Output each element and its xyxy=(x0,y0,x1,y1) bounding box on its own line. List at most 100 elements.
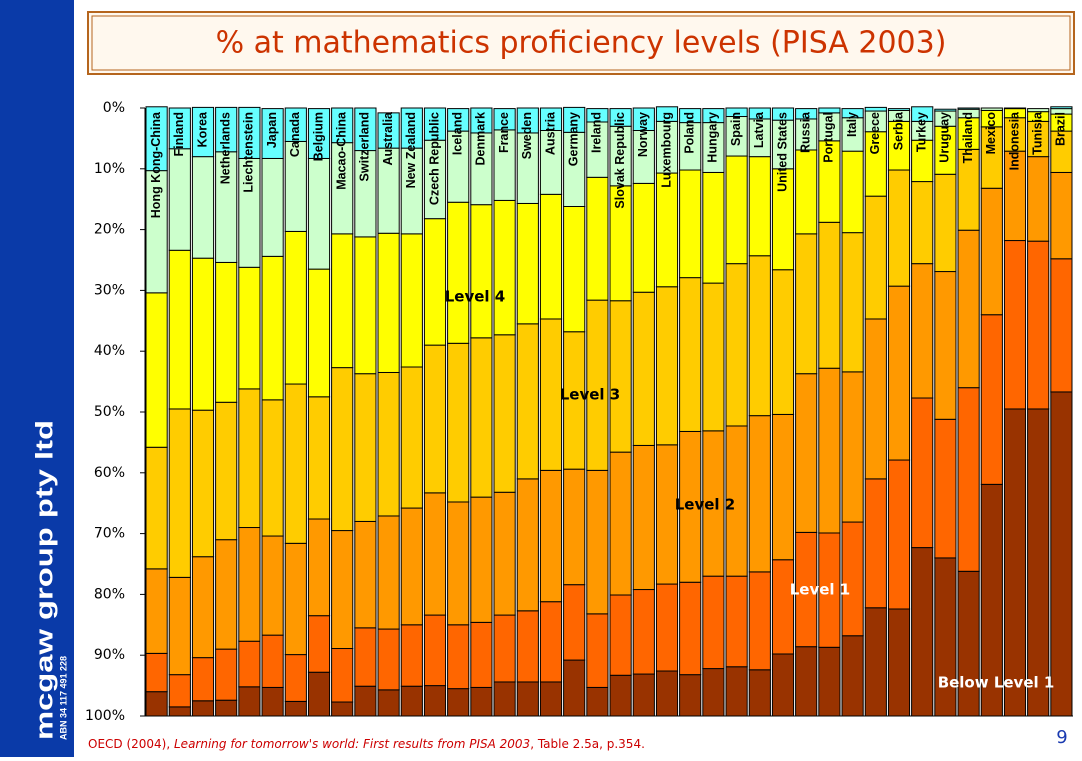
bar-segment xyxy=(377,689,400,717)
x-tick-label: Uruguay xyxy=(938,112,952,163)
bar-segment xyxy=(655,583,679,672)
bar-segment xyxy=(493,614,516,683)
bar-segment xyxy=(795,108,818,120)
bar-segment xyxy=(238,686,261,717)
bar-segment xyxy=(284,700,307,717)
bar-segment xyxy=(284,383,307,544)
bar-segment xyxy=(539,681,563,717)
bar-segment xyxy=(980,187,1003,316)
bar-segment xyxy=(470,686,493,717)
level-label: Level 3 xyxy=(560,386,620,404)
bar-segment xyxy=(934,108,957,112)
x-tick-label: Korea xyxy=(195,111,209,147)
bar-segment xyxy=(586,686,609,717)
bar-segment xyxy=(632,444,655,591)
bar-segment xyxy=(679,581,702,676)
x-tick-label: Greece xyxy=(868,112,882,154)
x-tick-label: Russia xyxy=(798,111,812,153)
bar-segment xyxy=(1003,240,1027,410)
x-tick-label: Slovak Republic xyxy=(613,112,627,209)
x-tick-label: Sweden xyxy=(520,112,534,159)
x-tick-label: Portugal xyxy=(822,112,836,163)
bar-segment xyxy=(168,107,191,150)
y-tick-label: 80% xyxy=(94,586,125,602)
bar-segment xyxy=(795,233,818,375)
bar-segment xyxy=(261,634,284,688)
bar-segment xyxy=(307,157,331,270)
bar-segment xyxy=(168,148,191,251)
bar-segment xyxy=(911,106,934,122)
bar-segment xyxy=(447,501,470,626)
bar-segment xyxy=(145,292,168,448)
bar-segment xyxy=(887,608,911,717)
bar-segment xyxy=(864,318,887,480)
bar-segment xyxy=(215,539,238,650)
bar-segment xyxy=(447,342,470,503)
bar-segment xyxy=(539,469,563,603)
side-band xyxy=(0,0,74,757)
bar-segment xyxy=(400,366,423,509)
bar-segment xyxy=(957,229,980,389)
chart-title: % at mathematics proficiency levels (PIS… xyxy=(216,26,947,61)
y-tick-label: 70% xyxy=(94,526,125,542)
bar-segment xyxy=(957,570,980,717)
bar-segment xyxy=(864,607,887,717)
bar-segment xyxy=(191,409,215,558)
x-tick-label: Poland xyxy=(682,112,696,154)
bar-segment xyxy=(423,492,447,616)
bar-segment xyxy=(307,396,331,520)
bar-segment xyxy=(725,107,748,118)
x-tick-label: Denmark xyxy=(474,112,488,166)
page-number: 9 xyxy=(1056,727,1067,748)
bar-segment xyxy=(632,291,655,446)
bar-segment xyxy=(331,233,354,369)
bar-segment xyxy=(215,401,238,541)
bar-segment xyxy=(516,202,539,325)
bar-segment xyxy=(215,261,238,403)
source-title: Learning for tomorrow's world: First res… xyxy=(174,737,530,751)
y-tick-label: 20% xyxy=(94,222,125,238)
bar-segment xyxy=(632,107,655,131)
bar-segment xyxy=(586,176,609,301)
x-tick-label: Macao-China xyxy=(334,111,348,190)
bar-segment xyxy=(1027,156,1050,242)
x-tick-label: Luxembourg xyxy=(659,112,673,188)
bar-segment xyxy=(191,257,215,411)
bar-segment xyxy=(284,107,307,142)
x-tick-label: Switzerland xyxy=(358,112,372,181)
bar-segment xyxy=(493,199,516,336)
bar-segment xyxy=(771,413,795,561)
source: OECD (2004), Learning for tomorrow's wor… xyxy=(88,737,645,751)
level-label: Below Level 1 xyxy=(938,674,1055,692)
bar-segment xyxy=(400,107,423,149)
bar-segment xyxy=(377,232,400,373)
bar-segment xyxy=(354,685,377,717)
x-tick-label: New Zealand xyxy=(404,112,418,188)
bar-segment xyxy=(191,106,215,158)
bar-segment xyxy=(423,614,447,687)
y-tick-label: 100% xyxy=(85,708,125,724)
bar-segment xyxy=(539,318,563,471)
bar-segment xyxy=(748,415,771,573)
bar-segment xyxy=(447,201,470,344)
bar-segment xyxy=(934,271,957,420)
bar-segment xyxy=(702,575,725,670)
bar-segment xyxy=(377,515,400,630)
bar-segment xyxy=(586,613,609,688)
y-tick-label: 0% xyxy=(103,100,125,116)
bar-segment xyxy=(423,344,447,494)
bar-segment xyxy=(331,107,354,144)
bar-segment xyxy=(470,107,493,134)
bar-segment xyxy=(145,691,168,717)
bar-segment xyxy=(354,520,377,629)
bar-segment xyxy=(841,635,864,717)
bar-segment xyxy=(864,106,887,112)
bar-segment xyxy=(516,681,539,717)
x-tick-label: Japan xyxy=(265,112,279,148)
bar-segment xyxy=(1027,408,1050,717)
bar-segment xyxy=(168,408,191,578)
bar-segment xyxy=(586,469,609,615)
y-tick-label: 40% xyxy=(94,343,125,359)
level-label: Level 1 xyxy=(790,581,850,599)
